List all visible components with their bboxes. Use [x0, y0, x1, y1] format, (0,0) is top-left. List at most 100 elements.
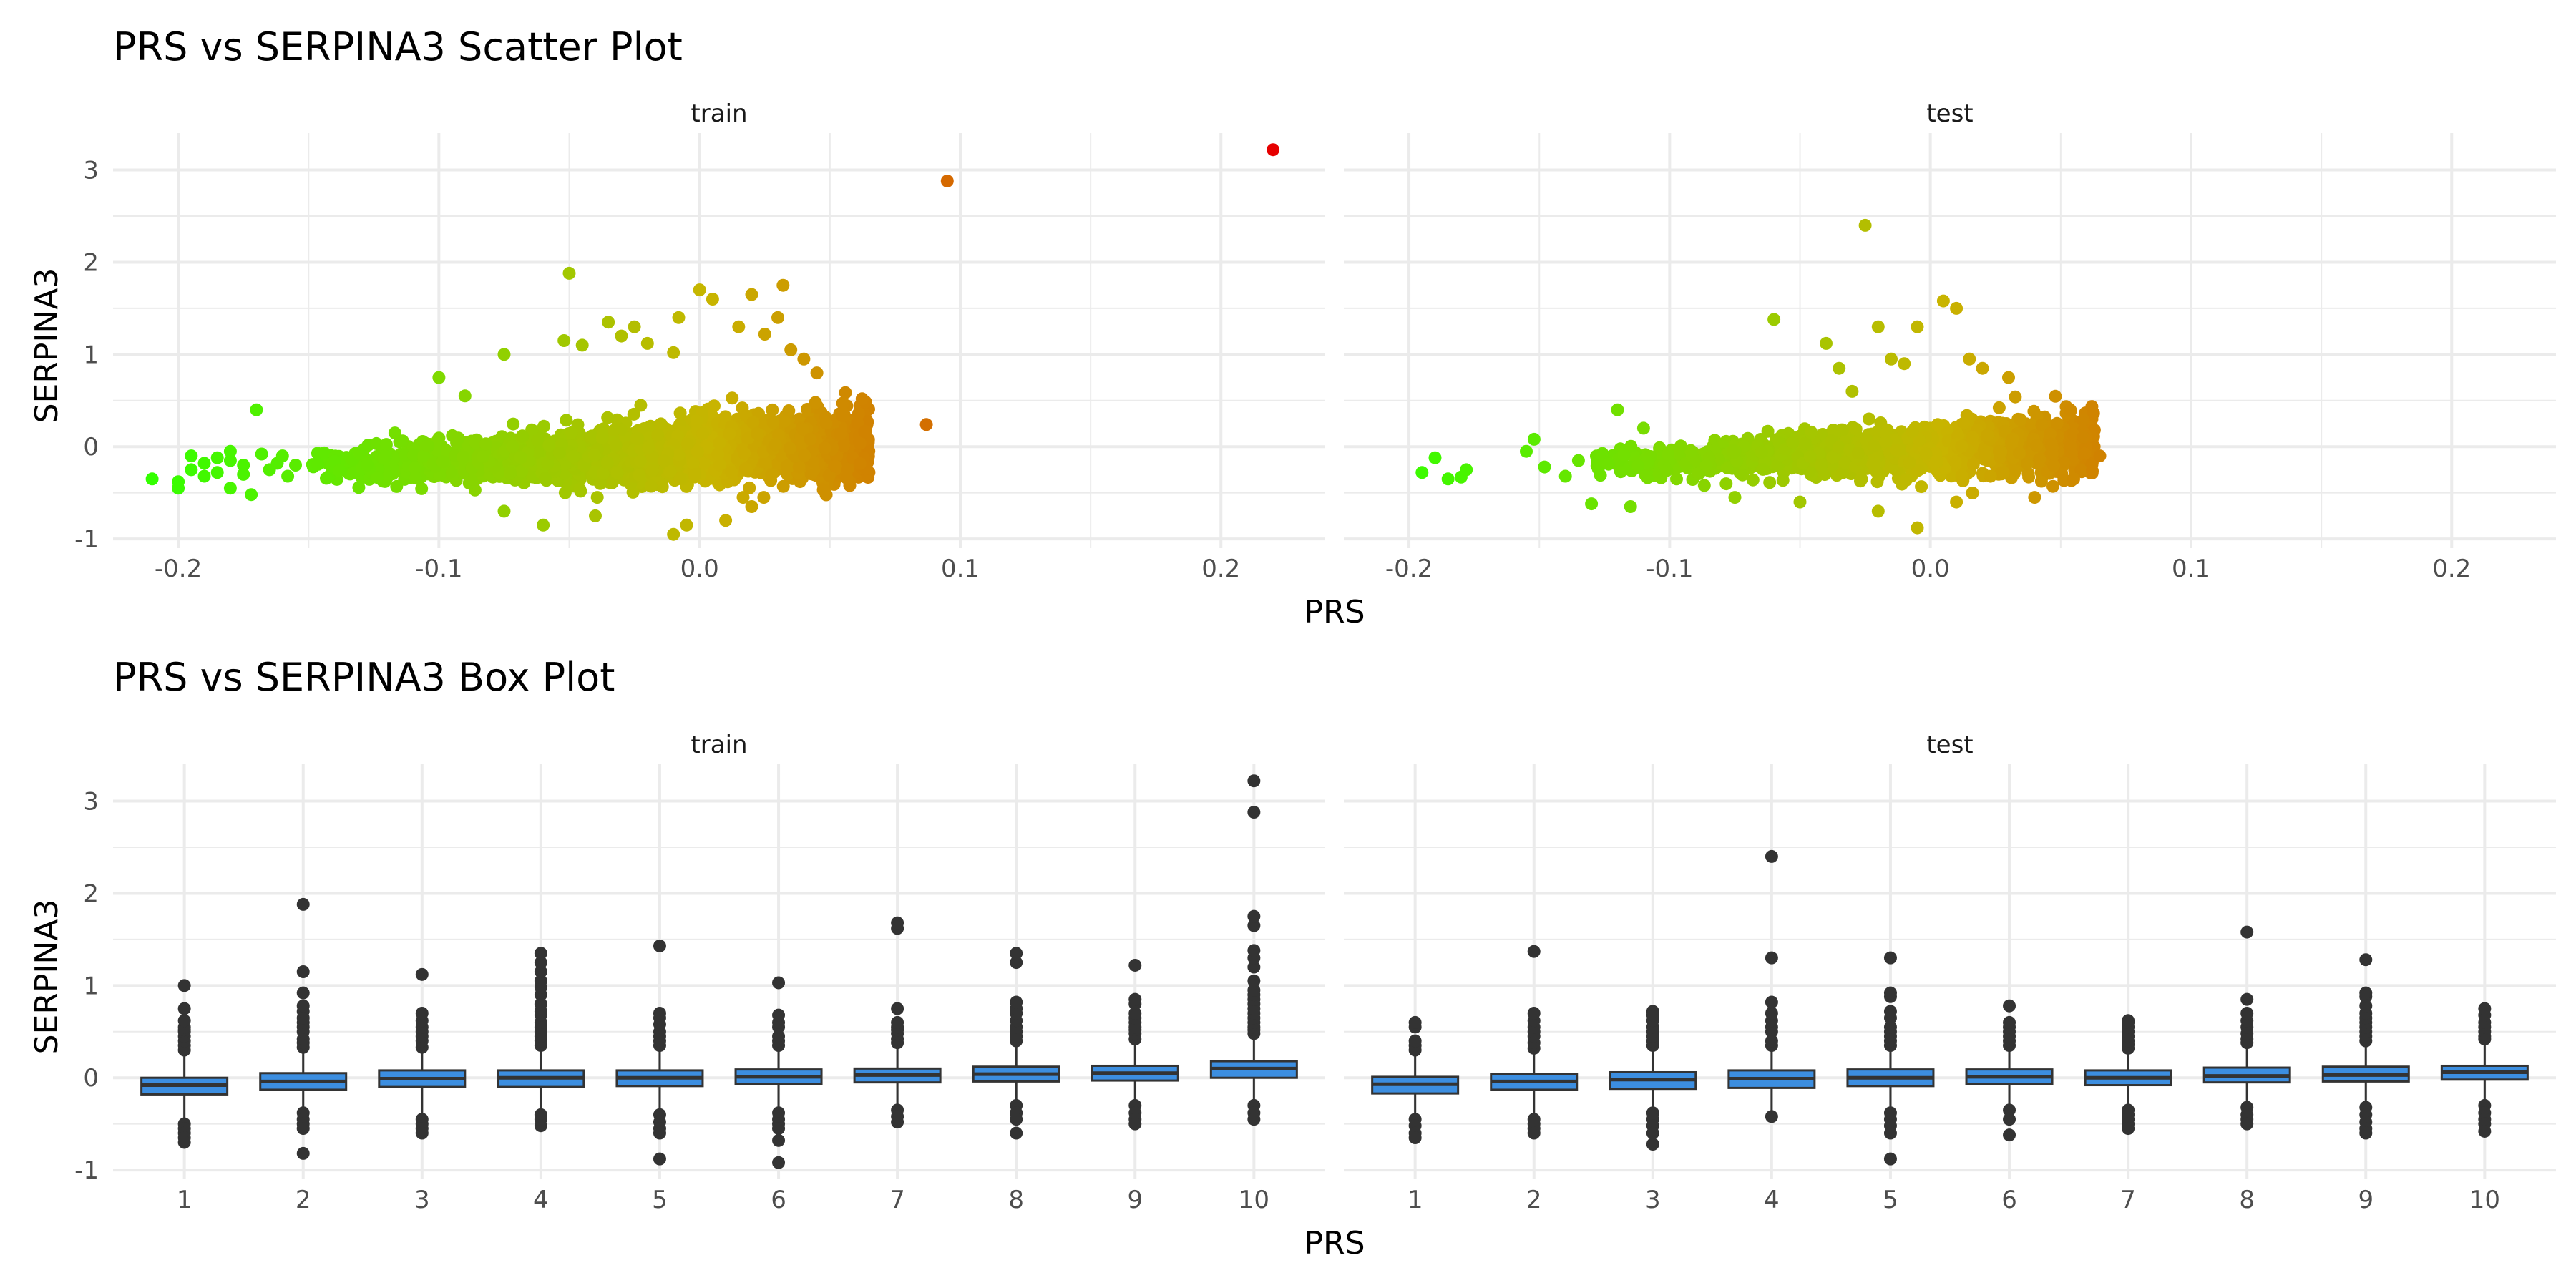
scatter-point: [421, 439, 435, 453]
scatter-point: [609, 439, 623, 452]
scatter-point: [746, 416, 760, 429]
scatter-strip-test: test: [1926, 99, 1973, 128]
scatter-point: [506, 440, 519, 453]
scatter-test-grid: [1344, 133, 2556, 548]
scatter-point: [836, 396, 849, 410]
scatter-point: [627, 407, 640, 421]
scatter-point: [393, 435, 406, 449]
scatter-point: [432, 371, 446, 384]
scatter-point: [1662, 447, 1675, 461]
box-train-boxes: [140, 774, 1298, 1169]
scatter-point: [255, 447, 268, 461]
scatter-point: [797, 352, 811, 366]
scatter-train-cloud: [306, 386, 876, 504]
scatter-point: [634, 399, 648, 412]
scatter-point: [2033, 452, 2046, 466]
scatter-point: [745, 288, 758, 301]
scatter-point: [633, 468, 646, 482]
scatter-point: [834, 427, 847, 441]
scatter-point: [719, 514, 733, 527]
scatter-point: [1538, 460, 1551, 474]
scatter-point: [2057, 456, 2071, 469]
scatter-point: [1948, 455, 1962, 469]
scatter-point: [1767, 313, 1781, 326]
scatter-point: [1849, 422, 1863, 436]
scatter-train-points: [145, 143, 1280, 541]
scatter-point: [672, 448, 686, 462]
scatter-point: [757, 491, 771, 504]
scatter-point: [1984, 469, 1997, 483]
scatter-point: [596, 467, 610, 480]
scatter-point: [2086, 464, 2099, 478]
scatter-point: [589, 509, 602, 522]
scatter-point: [1903, 456, 1916, 469]
scatter-point: [245, 488, 258, 502]
scatter-point: [370, 436, 383, 450]
scatter-point: [776, 479, 790, 493]
scatter-point: [663, 464, 677, 478]
scatter-point: [1957, 416, 1971, 430]
scatter-point: [840, 472, 854, 485]
scatter-x-tick-label: 0.2: [1201, 555, 1240, 583]
scatter-point: [690, 414, 703, 428]
scatter-point: [1833, 441, 1846, 454]
scatter-y-axis-title: SERPINA3: [29, 268, 65, 424]
scatter-point: [565, 426, 578, 439]
scatter-point: [1906, 424, 1919, 438]
scatter-point: [2034, 474, 2048, 488]
scatter-point: [836, 409, 849, 422]
scatter-point: [1267, 143, 1280, 157]
scatter-point: [537, 419, 550, 433]
scatter-point: [1966, 431, 1979, 444]
scatter-point: [223, 454, 237, 467]
scatter-y-tick-label: -1: [74, 525, 99, 554]
scatter-point: [1585, 497, 1599, 511]
scatter-point: [706, 293, 719, 306]
scatter-point: [783, 441, 796, 455]
scatter-point: [642, 441, 655, 454]
scatter-point: [210, 451, 224, 464]
scatter-point: [809, 396, 822, 409]
scatter-point: [819, 416, 833, 430]
scatter-point: [804, 432, 817, 446]
scatter-point: [667, 346, 680, 359]
scatter-point: [1460, 463, 1473, 477]
scatter-point: [792, 460, 806, 474]
scatter-point: [1992, 401, 2006, 414]
scatter-point: [1793, 495, 1807, 509]
scatter-point: [601, 411, 615, 424]
scatter-point: [2064, 439, 2077, 452]
scatter-point: [816, 483, 830, 497]
scatter-point: [281, 469, 295, 483]
scatter-point: [810, 366, 824, 380]
scatter-point: [718, 410, 732, 424]
scatter-point: [469, 436, 482, 449]
scatter-point: [1763, 476, 1777, 489]
scatter-point: [1611, 403, 1624, 416]
scatter-point: [2050, 416, 2064, 430]
scatter-point: [1720, 461, 1734, 474]
scatter-point: [1871, 320, 1885, 333]
scatter-point: [250, 403, 263, 416]
scatter-point: [560, 414, 573, 427]
scatter-point: [839, 386, 852, 399]
scatter-point: [289, 459, 302, 472]
scatter-point: [1527, 432, 1541, 446]
scatter-point: [2022, 470, 2036, 484]
scatter-point: [409, 462, 421, 475]
scatter-point: [2087, 406, 2100, 420]
scatter-point: [726, 391, 739, 405]
scatter-point: [353, 447, 366, 460]
scatter-point: [452, 431, 465, 445]
scatter-point: [1919, 447, 1933, 460]
scatter-point: [633, 454, 647, 467]
scatter-point: [693, 283, 706, 297]
scatter-point: [575, 338, 589, 352]
scatter-point: [1836, 466, 1849, 479]
scatter-point: [237, 467, 250, 481]
scatter-train-x-ticks: -0.2 -0.1 0.0 0.1 0.2: [155, 555, 1240, 583]
scatter-point: [558, 486, 572, 499]
scatter-point: [1845, 384, 1859, 398]
scatter-point: [1996, 466, 2010, 479]
scatter-point: [610, 466, 624, 479]
